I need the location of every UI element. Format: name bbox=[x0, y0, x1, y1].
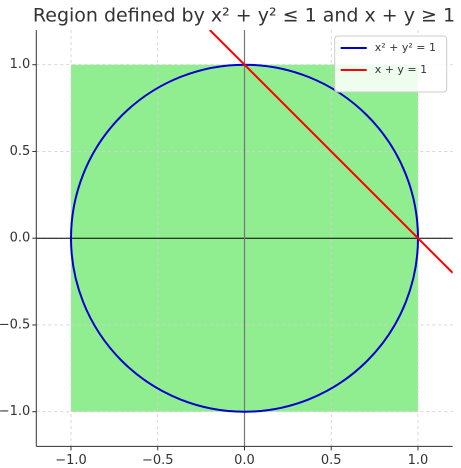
y-tick-label: −0.5 bbox=[0, 317, 30, 332]
x-tick-label: −1.0 bbox=[55, 453, 87, 468]
x-tick-label: −0.5 bbox=[142, 453, 174, 468]
y-tick-label: −1.0 bbox=[0, 404, 30, 419]
y-tick-label: 0.0 bbox=[10, 231, 31, 246]
legend-label: x + y = 1 bbox=[375, 63, 427, 76]
y-tick-label: 1.0 bbox=[10, 57, 31, 72]
legend-box bbox=[334, 35, 448, 93]
x-tick-label: 0.5 bbox=[321, 453, 342, 468]
line bbox=[209, 30, 453, 274]
x-tick-label: 1.0 bbox=[408, 453, 429, 468]
legend-label: x² + y² = 1 bbox=[375, 41, 436, 54]
y-tick-label: 0.5 bbox=[10, 144, 31, 159]
chart-title: Region defined by x² + y² ≤ 1 and x + y … bbox=[33, 5, 455, 27]
x-tick-label: 0.0 bbox=[234, 453, 255, 468]
